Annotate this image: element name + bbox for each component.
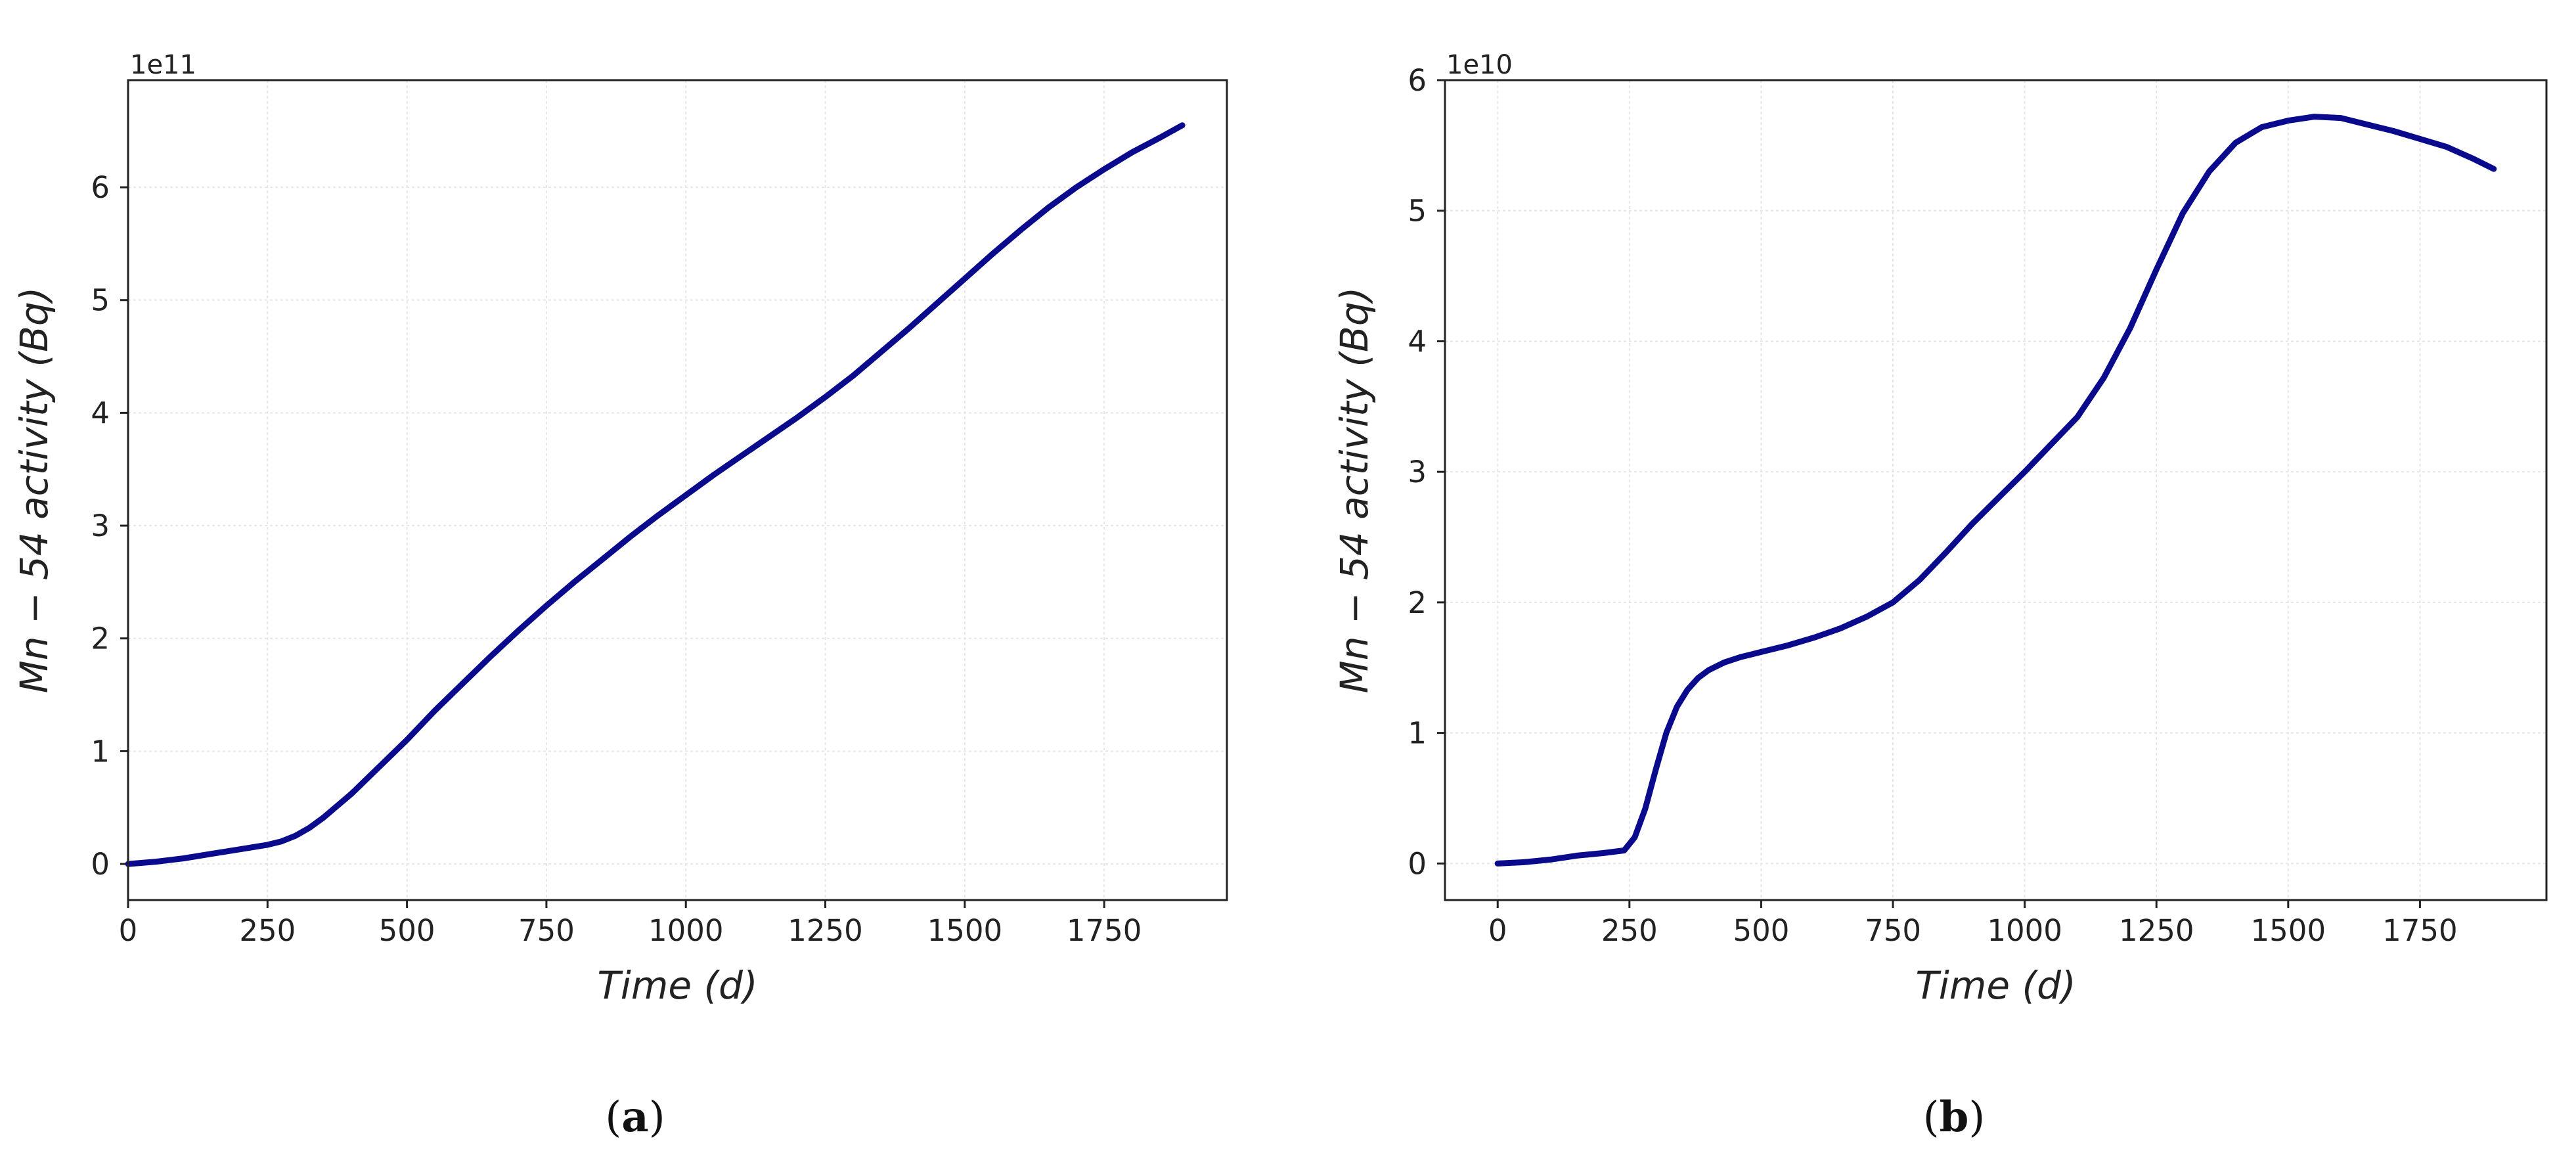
series-line xyxy=(1494,114,2497,867)
axis-offset-text: 1e11 xyxy=(130,50,196,80)
y-tick-label: 5 xyxy=(91,283,110,318)
x-tick-label: 1250 xyxy=(2119,913,2194,948)
x-tick-label: 250 xyxy=(239,913,296,948)
x-tick-label: 1250 xyxy=(788,913,863,948)
y-tick-label: 2 xyxy=(91,621,110,656)
y-tick-label: 1 xyxy=(1408,716,1427,751)
x-tick-label: 250 xyxy=(1601,913,1658,948)
plot-frame xyxy=(1444,79,2548,901)
series-line xyxy=(125,122,1186,867)
panel-label: (a) xyxy=(605,1093,665,1142)
y-tick-label: 3 xyxy=(91,508,110,543)
x-tick-label: 1000 xyxy=(1987,913,2062,948)
axis-offset-text: 1e10 xyxy=(1446,50,1513,80)
y-tick-label: 4 xyxy=(91,395,110,430)
y-axis-title: Mn − 54 activity (Bq) xyxy=(1332,287,1377,694)
x-tick-label: 1750 xyxy=(1067,913,1142,948)
x-axis-title: Time (d) xyxy=(597,963,757,1008)
y-tick-label: 1 xyxy=(91,734,110,769)
y-tick-label: 5 xyxy=(1408,194,1427,229)
y-tick-label: 0 xyxy=(91,847,110,882)
y-tick-label: 3 xyxy=(1408,455,1427,489)
y-tick-label: 0 xyxy=(1408,846,1427,881)
x-tick-label: 1000 xyxy=(648,913,724,948)
x-axis-title: Time (d) xyxy=(1915,963,2076,1008)
y-tick-label: 2 xyxy=(1408,585,1427,620)
x-tick-label: 1500 xyxy=(927,913,1003,948)
y-tick-label: 4 xyxy=(1408,324,1427,359)
panel-label: (b) xyxy=(1923,1093,1986,1142)
y-axis-title: Mn − 54 activity (Bq) xyxy=(12,287,56,694)
chart-panel-b: 0 250 500 750 1000 1250 1500 1750 0 1 2 3 4 5 6 1e10 Tim… xyxy=(1332,50,2548,1142)
x-tick-label: 0 xyxy=(119,913,138,948)
plot-frame xyxy=(127,79,1228,901)
y-tick-label: 6 xyxy=(91,170,110,205)
x-tick-label: 1750 xyxy=(2382,913,2458,948)
x-tick-label: 500 xyxy=(1733,913,1789,948)
x-tick-label: 1500 xyxy=(2251,913,2326,948)
x-tick-label: 750 xyxy=(518,913,575,948)
chart-panel-a: 0 250 500 750 1000 1250 1500 1750 0 1 2 3 4 5 6 1e11 Tim… xyxy=(12,50,1228,1142)
x-tick-label: 0 xyxy=(1488,913,1507,948)
y-tick-label: 6 xyxy=(1408,63,1427,98)
x-tick-label: 750 xyxy=(1865,913,1921,948)
x-tick-label: 500 xyxy=(379,913,435,948)
